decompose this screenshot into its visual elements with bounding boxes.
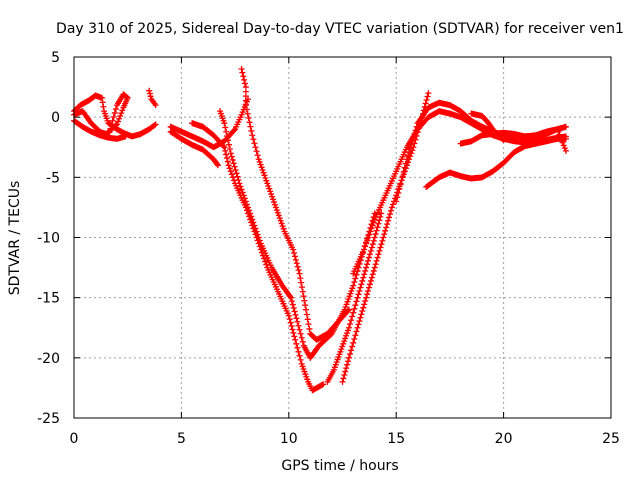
grid [74,57,611,418]
data-point-markers [423,135,569,190]
series-arc-10 [324,210,385,385]
y-tick-label: -5 [46,170,60,186]
chart-title: Day 310 of 2025, Sidereal Day-to-day VTE… [56,21,624,37]
x-tick-labels: 0 5 10 15 20 25 [70,431,620,447]
y-tick-label: -25 [37,411,60,427]
x-tick-label: 10 [280,431,298,447]
series-arc-4 [146,87,159,109]
series-arc-14 [423,135,569,190]
y-tick-label: -20 [37,351,60,367]
y-tick-label: 5 [51,50,60,66]
series-arc-16 [468,110,507,144]
x-tick-label: 25 [602,431,620,447]
y-tick-label: 0 [51,110,60,126]
x-axis-label: GPS time / hours [281,458,398,474]
data-series [71,66,569,394]
y-tick-labels: 5 0 -5 -10 -15 -20 -25 [37,50,60,427]
data-point-markers [468,110,507,144]
x-tick-label: 15 [387,431,405,447]
data-point-markers [324,210,385,385]
y-tick-label: -15 [37,291,60,307]
x-tick-label: 5 [177,431,186,447]
x-tick-label: 20 [495,431,513,447]
x-tick-label: 0 [70,431,79,447]
data-point-markers [167,128,221,169]
series-arc-9 [238,66,352,343]
y-tick-label: -10 [37,231,60,247]
series-arc-6 [167,128,221,169]
data-point-markers [238,66,352,343]
ticks [73,56,612,419]
y-axis-label: SDTVAR / TECUs [7,181,23,296]
data-point-markers [146,87,159,109]
